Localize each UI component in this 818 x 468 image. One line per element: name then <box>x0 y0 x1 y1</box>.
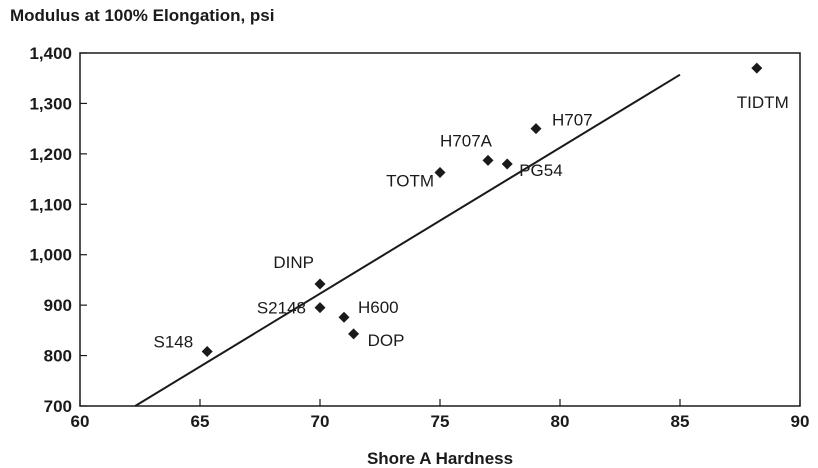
data-point <box>201 346 213 358</box>
point-label: S2148 <box>257 299 306 318</box>
x-tick-label: 85 <box>671 412 690 431</box>
y-tick-label: 900 <box>44 296 72 315</box>
point-label: PG54 <box>519 161 562 180</box>
x-tick-label: 90 <box>791 412 810 431</box>
data-point <box>482 154 494 166</box>
plot-frame <box>79 52 801 407</box>
y-tick-label: 1,000 <box>29 246 72 265</box>
point-label: H707 <box>552 111 593 130</box>
x-tick-label: 70 <box>311 412 330 431</box>
y-tick-label: 1,200 <box>29 145 72 164</box>
y-tick-label: 1,400 <box>29 44 72 63</box>
x-tick-label: 75 <box>431 412 450 431</box>
y-tick-label: 800 <box>44 347 72 366</box>
data-point <box>530 123 542 135</box>
x-tick-label: 80 <box>551 412 570 431</box>
y-tick-label: 1,300 <box>29 94 72 113</box>
y-axis-title: Modulus at 100% Elongation, psi <box>10 6 275 25</box>
x-axis-title: Shore A Hardness <box>367 449 513 468</box>
point-label: TOTM <box>386 172 434 191</box>
y-tick-label: 700 <box>44 397 72 416</box>
data-point <box>434 167 446 179</box>
point-label: H600 <box>358 298 399 317</box>
data-point <box>348 328 360 340</box>
data-point <box>501 158 513 170</box>
data-point <box>751 62 763 74</box>
point-label: H707A <box>440 131 493 150</box>
y-tick-label: 1,100 <box>29 195 72 214</box>
data-point <box>314 302 326 314</box>
x-tick-label: 60 <box>71 412 90 431</box>
point-label: DINP <box>273 253 314 272</box>
data-point <box>314 278 326 290</box>
data-point <box>338 311 350 323</box>
trend-line <box>134 73 681 407</box>
point-label: TIDTM <box>737 93 789 112</box>
point-label: DOP <box>368 331 405 350</box>
point-label: S148 <box>153 333 193 352</box>
x-tick-label: 65 <box>191 412 210 431</box>
